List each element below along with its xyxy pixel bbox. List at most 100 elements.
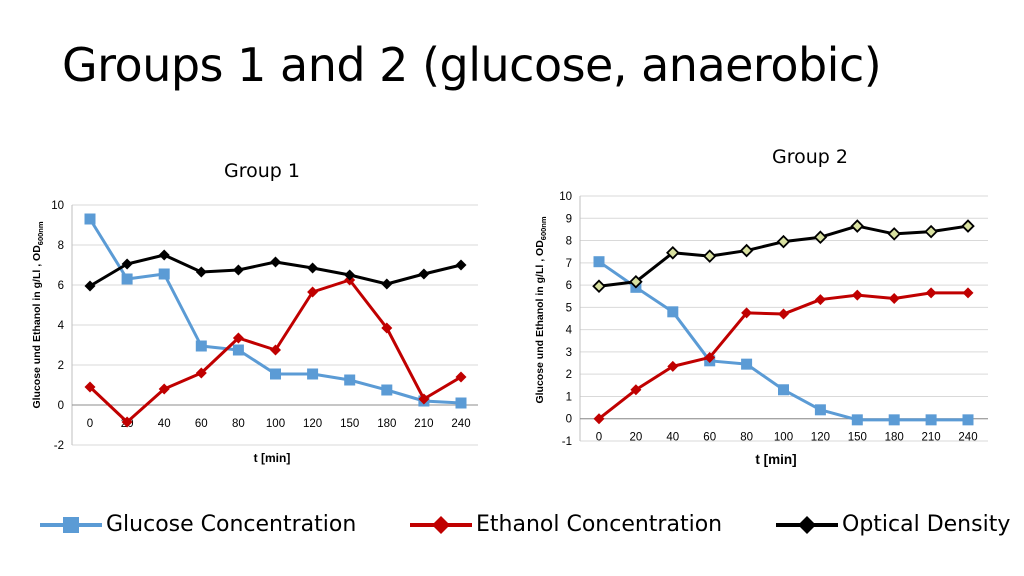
y-tick-label: 4 [566, 325, 573, 337]
x-tick-label: 180 [885, 432, 904, 444]
y-tick-label: 10 [51, 200, 64, 212]
x-tick-label: 150 [340, 418, 359, 430]
data-point [84, 213, 96, 225]
x-tick-label: 210 [414, 418, 433, 430]
data-point [778, 384, 789, 396]
data-point [418, 393, 430, 405]
x-tick-label: 100 [774, 432, 793, 444]
data-point [850, 219, 865, 233]
x-tick-label: 0 [87, 418, 93, 430]
x-tick-label: 80 [232, 418, 245, 430]
data-point [195, 340, 207, 352]
x-tick-label: 80 [740, 432, 753, 444]
data-point [961, 219, 975, 233]
y-tick-label: -2 [54, 440, 64, 452]
data-point [924, 224, 938, 239]
data-point [121, 416, 133, 428]
y-tick-label: 8 [58, 240, 64, 252]
y-tick-label: -1 [562, 436, 572, 448]
data-point [195, 367, 207, 379]
y-tick-label: 2 [566, 369, 572, 381]
chart-title-group-1: Group 1 [224, 160, 300, 182]
glucose-legend-marker-icon [40, 516, 102, 533]
data-point [381, 322, 393, 334]
data-point [888, 414, 900, 426]
data-point [381, 384, 393, 396]
data-point [630, 384, 642, 396]
data-point [851, 414, 863, 426]
data-point [629, 274, 643, 289]
y-tick-label: 8 [566, 236, 572, 248]
data-point [158, 249, 170, 261]
data-point [962, 287, 974, 299]
y-tick-label: 9 [566, 213, 572, 225]
data-point [232, 264, 244, 276]
x-tick-label: 180 [377, 418, 396, 430]
data-point [84, 381, 96, 393]
chart-group-1: -20246810020406080100120150180210240t [m… [31, 200, 478, 465]
data-point [741, 358, 753, 370]
data-point [667, 360, 679, 372]
data-point [307, 262, 319, 274]
data-point [593, 413, 605, 425]
data-point [158, 383, 170, 395]
data-point [667, 306, 679, 318]
data-point [158, 268, 170, 280]
data-point [702, 249, 717, 263]
data-point [925, 287, 937, 299]
x-axis-title: t [min] [254, 451, 291, 465]
data-point [592, 279, 606, 293]
x-tick-label: 60 [703, 432, 716, 444]
legend-item-od: Optical Density [776, 512, 1010, 537]
y-tick-label: 5 [566, 302, 572, 314]
data-point [741, 307, 753, 319]
data-point [307, 286, 319, 298]
legend-label-ethanol: Ethanol Concentration [476, 512, 723, 537]
data-point [814, 404, 826, 416]
legend: Glucose Concentration Ethanol Concentrat… [0, 512, 1024, 552]
x-tick-label: 40 [666, 432, 679, 444]
data-point [84, 280, 96, 292]
data-point [739, 243, 754, 258]
data-point [814, 294, 826, 306]
data-point [455, 371, 467, 383]
data-point [381, 278, 393, 290]
data-point [195, 266, 207, 278]
data-point [270, 368, 281, 380]
y-tick-label: 7 [566, 258, 572, 270]
data-point [270, 344, 281, 356]
x-tick-label: 120 [303, 418, 322, 430]
data-point [776, 234, 791, 249]
data-point [344, 374, 356, 386]
ethanol-legend-marker-icon [410, 515, 472, 534]
x-tick-label: 100 [266, 418, 285, 430]
data-point [593, 256, 605, 268]
data-point [962, 414, 974, 426]
x-tick-label: 210 [922, 432, 941, 444]
data-point [925, 414, 937, 426]
x-tick-label: 20 [630, 432, 643, 444]
y-tick-label: 6 [58, 280, 64, 292]
y-tick-label: 1 [566, 391, 572, 403]
data-point [121, 258, 133, 270]
data-point [778, 308, 789, 320]
legend-label-glucose: Glucose Concentration [106, 512, 357, 537]
slide-title: Groups 1 and 2 (glucose, anaerobic) [62, 38, 882, 92]
legend-label-od: Optical Density [842, 512, 1011, 537]
data-point [455, 259, 467, 271]
x-axis-title: t [min] [755, 452, 796, 467]
y-tick-label: 0 [58, 400, 64, 412]
data-point [851, 289, 863, 301]
x-tick-label: 240 [451, 418, 470, 430]
legend-item-glucose: Glucose Concentration [40, 512, 356, 537]
y-axis-title: Glucose und Ethanol in g/Ll , OD600nm [534, 216, 548, 403]
x-tick-label: 0 [596, 432, 602, 444]
y-tick-label: 0 [566, 414, 572, 426]
x-tick-label: 60 [195, 418, 208, 430]
od-legend-marker-icon [776, 515, 838, 534]
y-tick-label: 10 [559, 191, 572, 203]
x-tick-label: 40 [158, 418, 171, 430]
x-tick-label: 150 [848, 432, 867, 444]
y-axis-title: Glucose und Ethanol in g/Ll , OD600nm [31, 221, 45, 408]
